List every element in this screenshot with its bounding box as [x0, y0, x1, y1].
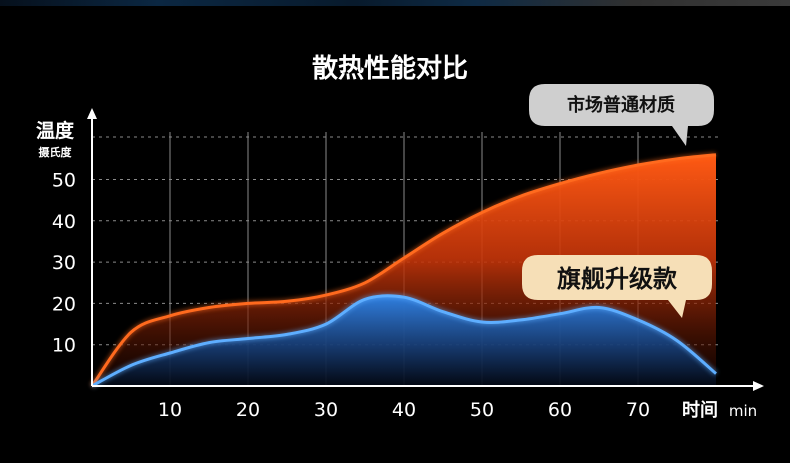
x-tick-60: 60 [548, 399, 572, 421]
tick-labels: 10 20 30 40 50 60 70 10 20 30 40 50 [52, 170, 650, 422]
axes [87, 108, 764, 391]
x-tick-30: 30 [314, 399, 338, 421]
bubble-flagship-label: 旗舰升级款 [557, 265, 678, 293]
top-image-strip [0, 0, 790, 6]
chart-title: 散热性能对比 [312, 53, 468, 84]
y-tick-40: 40 [52, 211, 76, 233]
x-tick-10: 10 [158, 399, 182, 421]
legend-bubble-normal: 市场普通材质 [529, 84, 714, 146]
bubble-normal-label: 市场普通材质 [567, 94, 675, 116]
x-axis-label: 时间 [682, 400, 718, 421]
bubble-flagship-shape [522, 255, 712, 318]
series-area-flagship [92, 295, 716, 386]
legend-bubble-flagship: 旗舰升级款 [522, 255, 712, 318]
x-axis-unit: min [729, 402, 757, 420]
y-axis-arrow [87, 108, 97, 119]
x-tick-20: 20 [236, 399, 260, 421]
y-axis-unit: 摄氏度 [39, 145, 73, 159]
y-tick-20: 20 [52, 293, 76, 315]
x-tick-50: 50 [470, 399, 494, 421]
series-line-flagship [91, 294, 717, 388]
y-tick-10: 10 [52, 335, 76, 357]
x-tick-70: 70 [626, 399, 650, 421]
x-axis-arrow [753, 381, 764, 391]
y-tick-30: 30 [52, 252, 76, 274]
y-tick-50: 50 [52, 170, 76, 192]
y-axis-label: 温度 [36, 119, 75, 142]
bubble-normal-shape [529, 84, 714, 146]
series-areas [89, 152, 718, 389]
x-tick-40: 40 [392, 399, 416, 421]
series-line-normal [90, 153, 717, 387]
